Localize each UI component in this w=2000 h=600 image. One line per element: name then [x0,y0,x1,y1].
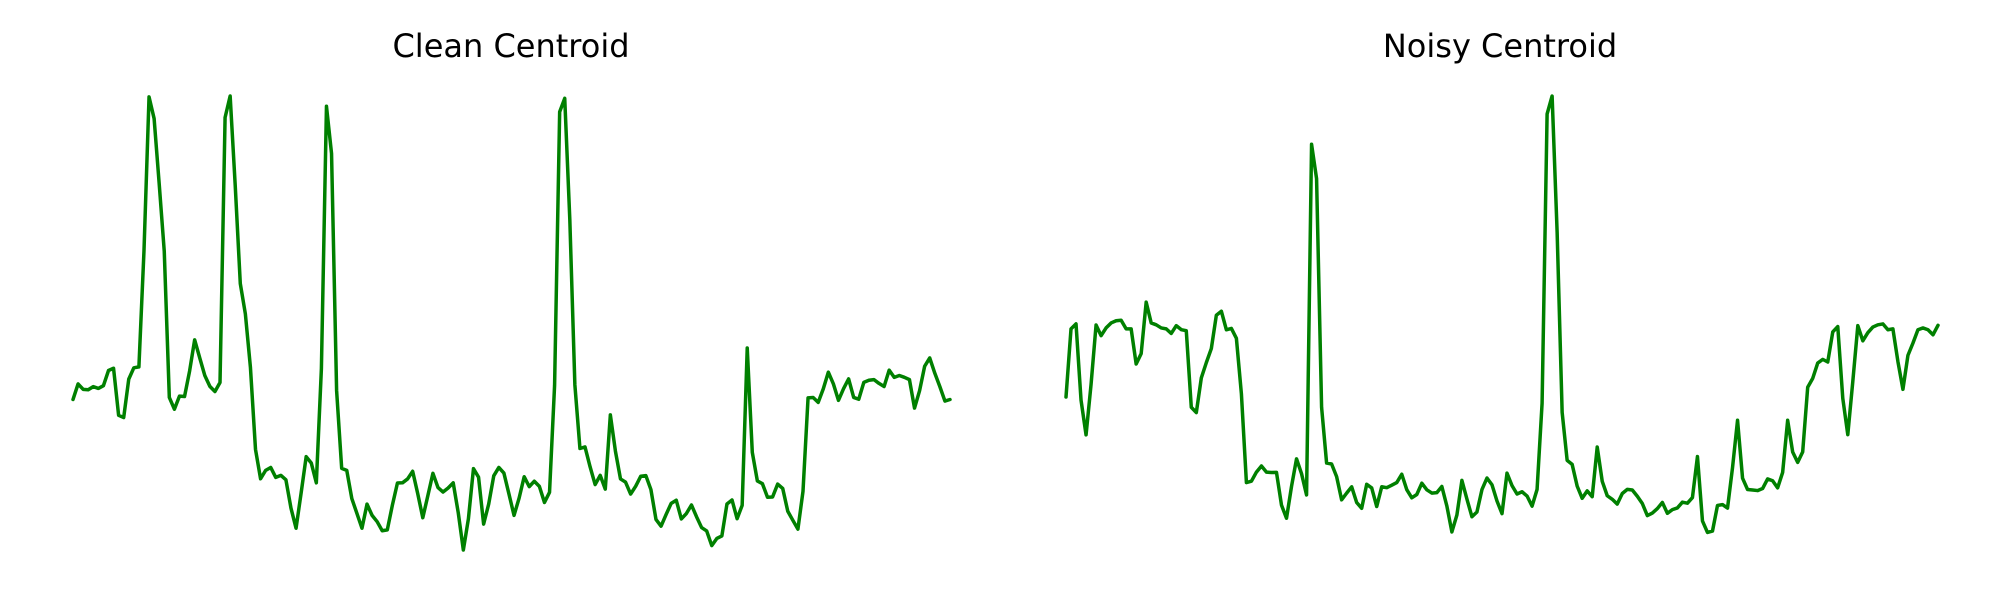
series-line [71,94,952,552]
clean-centroid-panel: Clean Centroid [71,27,952,552]
series-line [1064,94,1940,535]
chart-title: Clean Centroid [392,27,629,65]
chart-title: Noisy Centroid [1383,27,1617,65]
noisy-centroid-panel: Noisy Centroid [1064,27,1940,535]
